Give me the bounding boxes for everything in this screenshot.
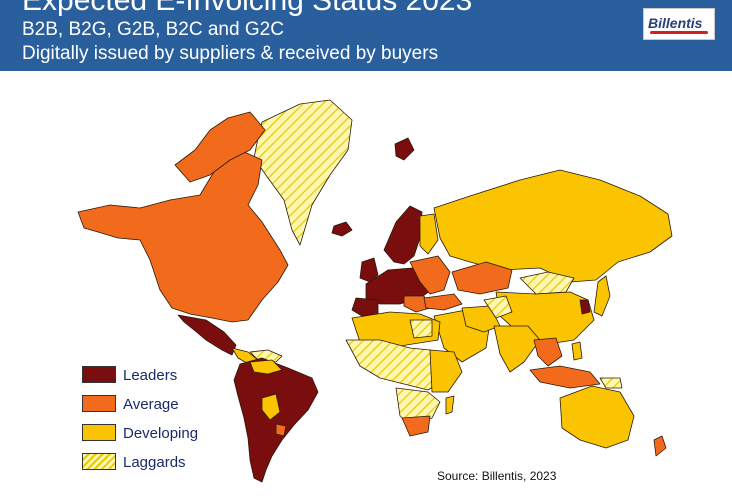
- region-eastern-europe: [409, 255, 451, 295]
- region-balkans: [403, 295, 431, 313]
- page-title: Expected E-Invoicing Status 2023: [22, 0, 473, 17]
- logo-swoosh-icon: [650, 31, 708, 34]
- region-egypt: [409, 319, 433, 339]
- region-japan: [593, 275, 611, 317]
- region-uruguay: [275, 423, 287, 437]
- subtitle-scope: B2B, B2G, G2B, B2C and G2C: [22, 19, 284, 40]
- header-banner: Expected E-Invoicing Status 2023 B2B, B2…: [0, 0, 732, 71]
- region-north-america: [77, 149, 289, 323]
- region-se-asia: [533, 337, 563, 367]
- region-png: [599, 377, 623, 389]
- region-india: [493, 325, 541, 373]
- region-south-africa: [401, 415, 431, 437]
- region-mexico: [177, 314, 237, 356]
- region-indonesia: [529, 365, 601, 389]
- region-central-asia-laggard: [483, 295, 513, 319]
- logo-text: Billentis: [648, 15, 703, 31]
- legend-swatch-laggards: [82, 453, 116, 470]
- region-philippines: [571, 341, 583, 361]
- legend-label: Laggards: [123, 454, 186, 471]
- region-turkey: [423, 293, 463, 311]
- region-south-america: [233, 357, 319, 483]
- region-scandinavia: [383, 205, 423, 265]
- region-iberia: [351, 297, 379, 317]
- region-finland: [419, 213, 439, 255]
- region-kazakhstan: [451, 261, 513, 295]
- region-arctic-islands: [174, 111, 266, 183]
- region-new-zealand: [653, 435, 667, 457]
- legend-swatch-leaders: [82, 366, 116, 383]
- legend-swatch-developing: [82, 424, 116, 441]
- region-korea: [579, 299, 591, 315]
- legend-label: Developing: [123, 425, 199, 442]
- region-svalbard: [394, 137, 415, 161]
- billentis-logo: Billentis: [643, 8, 715, 40]
- legend-swatch-average: [82, 395, 116, 412]
- subtitle-description: Digitally issued by suppliers & received…: [22, 43, 439, 64]
- region-iceland: [331, 221, 353, 237]
- source-note: Source: Billentis, 2023: [437, 469, 557, 483]
- region-iran: [461, 305, 501, 333]
- region-paraguay: [261, 393, 281, 421]
- region-greenland: [253, 99, 353, 246]
- region-venezuela: [249, 359, 283, 375]
- world-map: [77, 99, 673, 483]
- legend-label: Average: [123, 396, 179, 413]
- legend-label: Leaders: [123, 367, 178, 384]
- region-madagascar: [445, 395, 455, 415]
- region-mongolia: [519, 271, 575, 295]
- region-russia: [433, 169, 673, 283]
- region-east-africa: [429, 349, 463, 393]
- region-australia: [559, 385, 635, 449]
